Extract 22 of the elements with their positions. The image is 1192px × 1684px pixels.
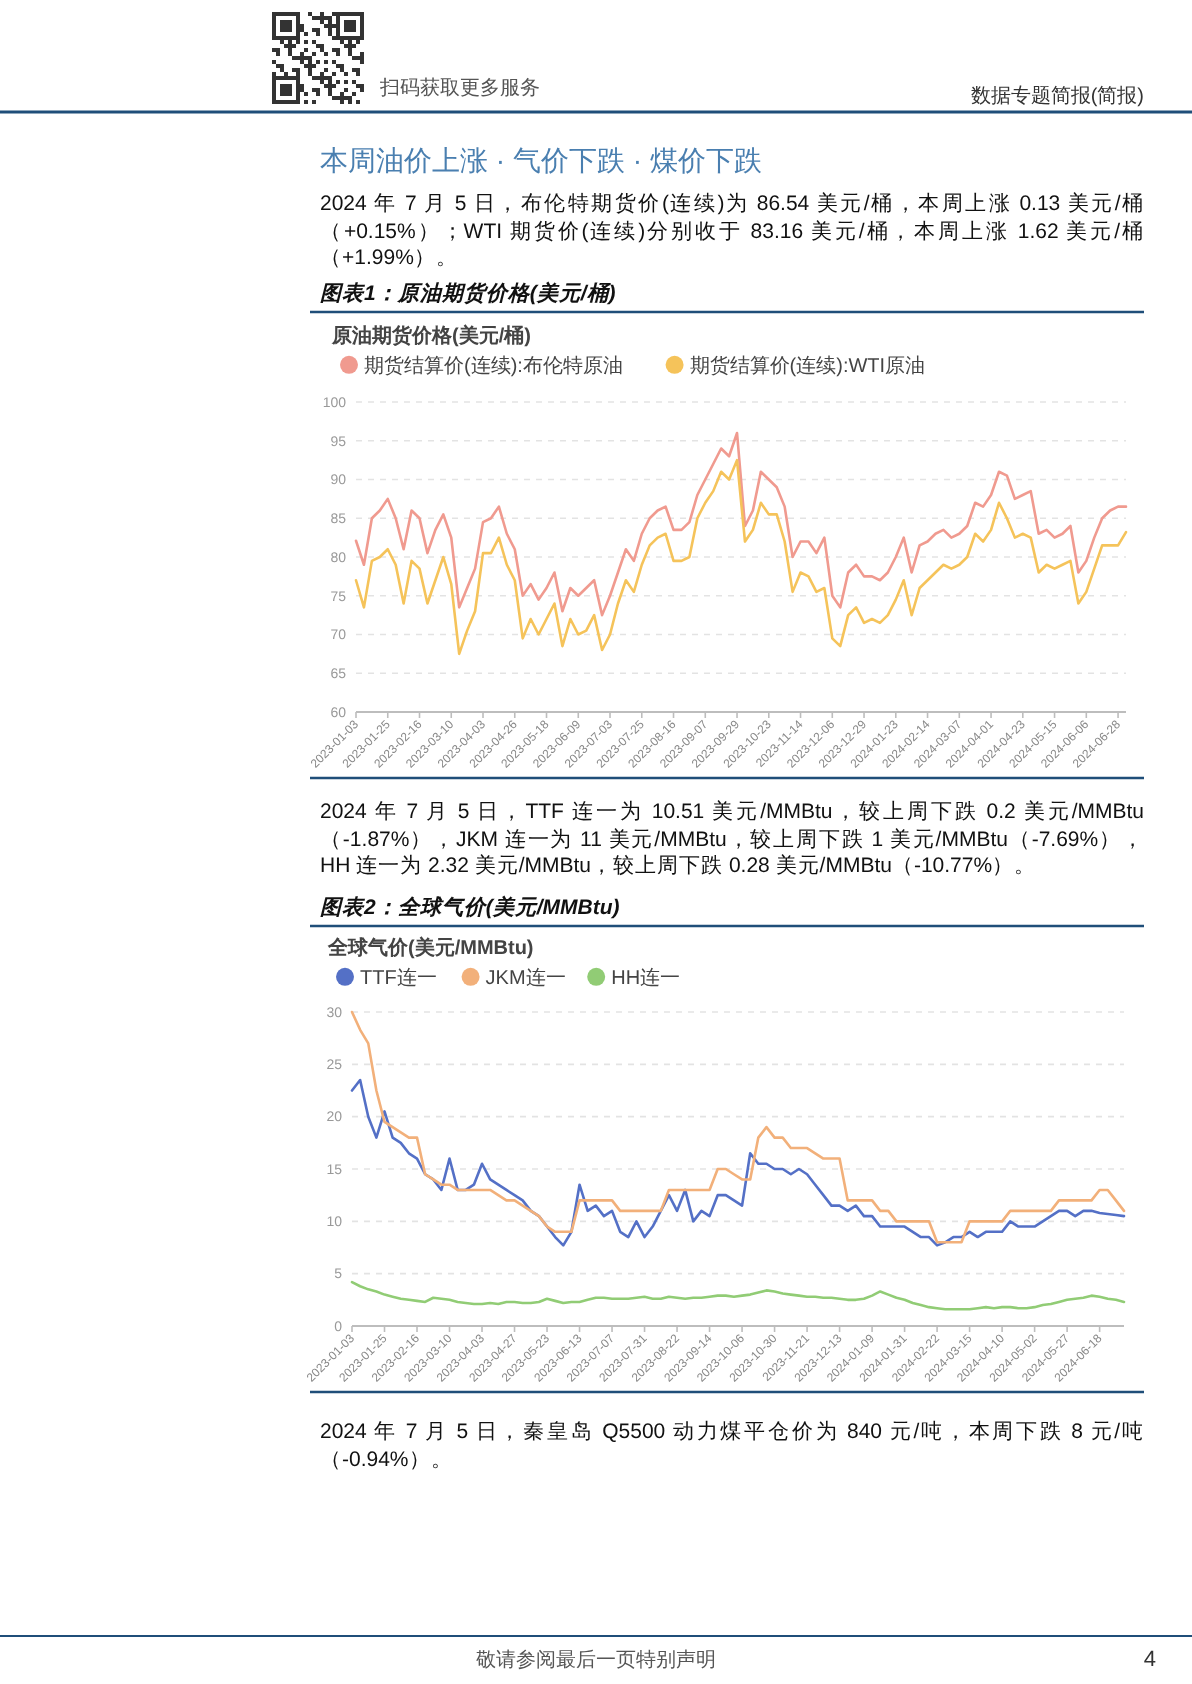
text: 2024 年 7 月 5 日，TTF 连一为 10.51 美元/MMBtu，较上周下跌 0.2 美元/MMBtu（-1.87%），JKM 连一为 11 美元/MMBtu，较上周下跌 1 美元/MMBtu（-7.69%），HH 连一为 2.32 美元/MMBtu，较上周下跌 0.28 美元/MMBtu（-10.77%）。 [320,800,1144,881]
legend-label: 期货结算价(连续):布伦特原油 [364,354,623,378]
legend-label: HH连一 [611,966,681,990]
y-axis-title: 原油期货价格(美元/桶) [330,324,531,348]
text: 扫码获取更多服务 [378,76,540,100]
chart-title: 图表1：原油期货价格(美元/桶) [320,280,617,306]
text: 2024 年 7 月 5 日，布伦特期货价(连续)为 86.54 美元/桶，本周上涨 0.13 美元/桶（+0.15%）；WTI 期货价(连续)分别收于 83.16 美元/桶，本周上涨 1.62 美元/桶（+1.99%）。 [320,192,1144,273]
line-series [350,1280,1126,1311]
line-series [350,1078,1126,1247]
legend-label: 期货结算价(连续):WTI原油 [689,354,926,378]
line-series [354,458,1128,656]
legend-label: TTF连一 [360,966,437,990]
text: 2024 年 7 月 5 日，秦皇岛 Q5500 动力煤平仓价为 840 元/吨，本周下跌 8 元/吨（-0.94%）。 [320,1420,1144,1474]
text: 数据专题简报(简报) [970,84,1144,108]
text: 敬请参阅最后一页特别声明 [476,1648,716,1672]
line-series [350,1010,1126,1244]
legend-label: JKM连一 [485,966,566,990]
chart-title: 图表2：全球气价(美元/MMBtu) [320,894,621,920]
text: 本周油价上涨 · 气价下跌 · 煤价下跌 [320,144,762,176]
text: 4 [1143,1648,1156,1672]
y-axis-title: 全球气价(美元/MMBtu) [326,936,534,960]
line-series [354,431,1128,617]
